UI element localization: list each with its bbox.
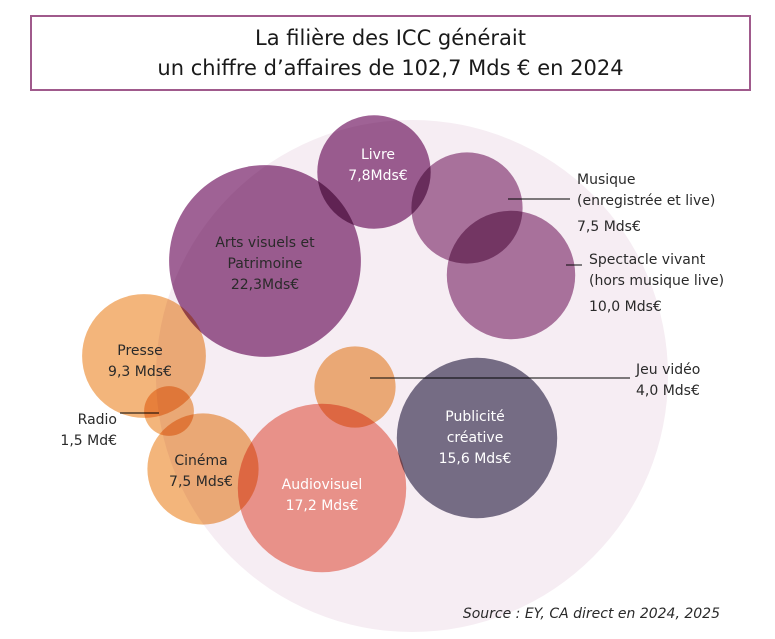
presse-label-1: Presse: [117, 343, 162, 359]
musique-label-3: 7,5 Mds€: [577, 219, 641, 235]
livre-label-1: Livre: [361, 147, 395, 163]
publicite-creative-label-3: 15,6 Mds€: [439, 451, 512, 467]
audiovisuel-label-1: Audiovisuel: [282, 477, 363, 493]
musique-label-1: Musique: [577, 172, 636, 188]
radio-label-1: Radio: [78, 412, 117, 428]
cinema-label-2: 7,5 Mds€: [169, 474, 233, 490]
chart-title-line-1: La filière des ICC générait: [255, 26, 526, 50]
spectacle-vivant-label-3: 10,0 Mds€: [589, 299, 662, 315]
livre-label-2: 7,8Mds€: [348, 168, 407, 184]
publicite-creative-bubble: [396, 357, 558, 519]
musique-label-2: (enregistrée et live): [577, 193, 715, 209]
spectacle-vivant-label-1: Spectacle vivant: [589, 252, 706, 268]
presse-label-2: 9,3 Mds€: [108, 364, 172, 380]
arts-visuels-et-patrimoine-label-2: Patrimoine: [227, 256, 302, 272]
audiovisuel-bubble: [237, 403, 407, 573]
livre-bubble: [317, 115, 431, 229]
audiovisuel-label-2: 17,2 Mds€: [286, 498, 359, 514]
spectacle-vivant-label-2: (hors musique live): [589, 273, 724, 289]
publicite-creative-label-1: Publicité: [445, 409, 504, 425]
cinema-bubble: [147, 413, 259, 525]
source-note: Source : EY, CA direct en 2024, 2025: [462, 606, 720, 622]
arts-visuels-et-patrimoine-bubble: [169, 165, 361, 357]
arts-visuels-et-patrimoine-label-3: 22,3Mds€: [231, 277, 299, 293]
jeu-video-bubble: [314, 346, 396, 428]
cinema-label-1: Cinéma: [174, 453, 227, 469]
chart-title-line-2: un chiffre d’affaires de 102,7 Mds € en …: [157, 56, 624, 80]
radio-label-2: 1,5 Md€: [60, 433, 117, 449]
spectacle-vivant-bubble: [446, 210, 576, 340]
jeu-video-label-1: Jeu vidéo: [635, 362, 700, 378]
radio-bubble: [144, 386, 194, 436]
chart-title-box: La filière des ICC générait un chiffre d…: [30, 15, 751, 91]
arts-visuels-et-patrimoine-label-1: Arts visuels et: [215, 235, 315, 251]
publicite-creative-label-2: créative: [447, 430, 504, 446]
jeu-video-label-2: 4,0 Mds€: [636, 383, 700, 399]
